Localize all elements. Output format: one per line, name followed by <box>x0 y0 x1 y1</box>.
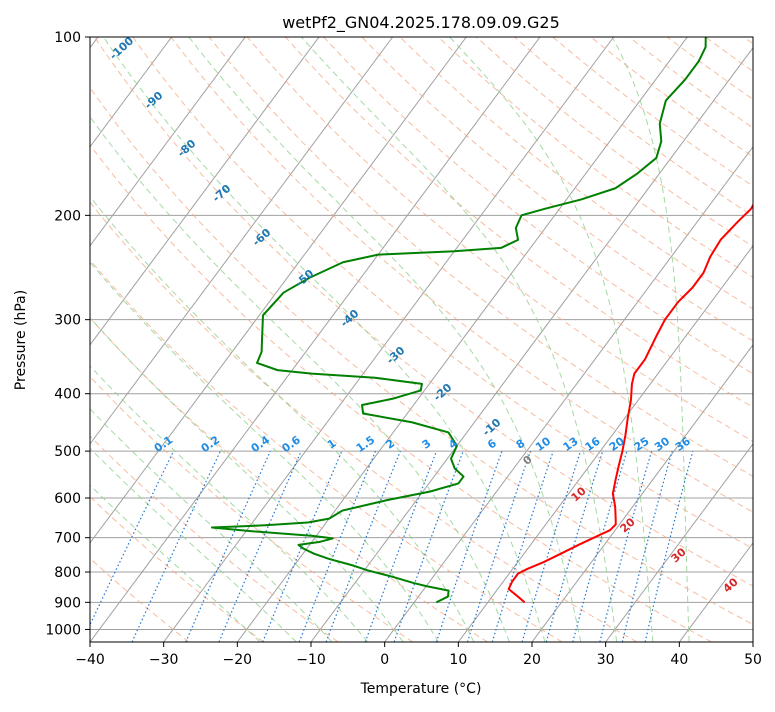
x-axis-label: Temperature (°C) <box>360 681 482 697</box>
mixing-ratio-line <box>521 450 582 642</box>
mixing-ratio-line <box>185 450 271 642</box>
x-tick-label: −30 <box>149 652 179 668</box>
y-tick-label: 800 <box>54 565 81 581</box>
mixing-ratio-line <box>466 450 532 642</box>
x-tick-label: 10 <box>449 652 467 668</box>
isotherm-line <box>531 344 753 642</box>
x-tick-label: −10 <box>296 652 326 668</box>
moist-adiabat-line <box>611 37 690 642</box>
isotherm-line <box>90 37 541 642</box>
y-tick-label: 100 <box>54 30 81 46</box>
mixing-ratio-line <box>262 450 343 642</box>
mixing-ratio-line <box>298 450 377 642</box>
x-tick-label: 50 <box>744 652 762 668</box>
background-lines <box>90 37 753 642</box>
y-axis-label: Pressure (hPa) <box>13 290 29 390</box>
dry-adiabat-line <box>361 37 753 342</box>
sounding-profiles <box>210 37 753 604</box>
isotherm-line <box>310 46 753 642</box>
dry-adiabat-line <box>90 86 753 626</box>
y-tick-label: 1000 <box>45 622 81 638</box>
moist-adiabat-line <box>449 37 654 642</box>
mixing-ratio-line <box>218 450 302 642</box>
moist-adiabat-line <box>90 316 404 642</box>
isotherm-line <box>163 37 615 642</box>
moist-adiabat-line <box>90 261 439 642</box>
moist-adiabat-line <box>102 37 546 642</box>
mixing-ratio-line <box>325 450 401 642</box>
y-tick-label: 600 <box>54 491 81 507</box>
moist-adiabat-line <box>90 484 261 642</box>
plot-frame <box>89 36 754 643</box>
x-tick-label: −40 <box>75 652 105 668</box>
mixing-ratio-line <box>435 450 503 642</box>
dry-adiabat-line <box>132 37 753 550</box>
x-tick-label: 20 <box>523 652 541 668</box>
moist-adiabat-line <box>188 37 582 642</box>
isotherm-line <box>90 37 394 445</box>
isotherm-line <box>384 145 753 642</box>
plot-background <box>90 37 753 642</box>
dry-adiabat-line <box>90 375 414 642</box>
dry-adiabat-line <box>90 201 638 642</box>
isotherm-line <box>90 37 320 346</box>
mixing-ratio-line <box>393 450 464 642</box>
y-tick-label: 200 <box>54 208 81 224</box>
dewpoint-profile <box>210 37 707 604</box>
isotherm-line <box>457 244 753 642</box>
y-tick-label: 400 <box>54 387 81 403</box>
moist-adiabat-line <box>90 408 333 642</box>
x-tick-label: 30 <box>597 652 615 668</box>
dry-adiabat-line <box>94 37 753 587</box>
dry-adiabat-line <box>208 37 753 477</box>
moist-adiabat-line <box>90 447 297 642</box>
moist-adiabat-line <box>300 37 618 642</box>
mixing-ratio-line <box>644 450 694 642</box>
moist-adiabat-line <box>90 116 510 642</box>
mixing-ratio-line <box>621 450 673 642</box>
chart-title: wetPf2_GN04.2025.178.09.09.G25 <box>282 13 560 33</box>
axes: −40 −30 −20 −10 0 10 20 30 40 50 1000 900 800 700 600 5… <box>45 30 762 668</box>
isotherm-line <box>752 641 753 642</box>
isotherm-line <box>90 37 467 544</box>
dry-adiabat-line <box>399 37 753 310</box>
x-tick-label: 0 <box>380 652 389 668</box>
isotherm-line <box>90 37 173 148</box>
dry-adiabat-line <box>90 259 563 642</box>
temperature-profile <box>507 203 753 604</box>
x-tick-label: 40 <box>670 652 688 668</box>
isotherm-line <box>605 443 753 642</box>
x-tick-label: −20 <box>223 652 253 668</box>
moist-adiabat-line <box>90 365 369 642</box>
dry-adiabat-line <box>90 144 712 642</box>
y-tick-label: 500 <box>54 444 81 460</box>
y-tick-label: 700 <box>54 531 81 547</box>
dry-adiabat-line <box>170 37 753 513</box>
mixing-ratio-line <box>545 450 604 642</box>
mixing-ratio-line <box>491 450 554 642</box>
y-tick-label: 300 <box>54 313 81 329</box>
mixing-ratio-line <box>599 450 653 642</box>
isotherm-line <box>236 37 688 642</box>
y-tick-label: 900 <box>54 595 81 611</box>
